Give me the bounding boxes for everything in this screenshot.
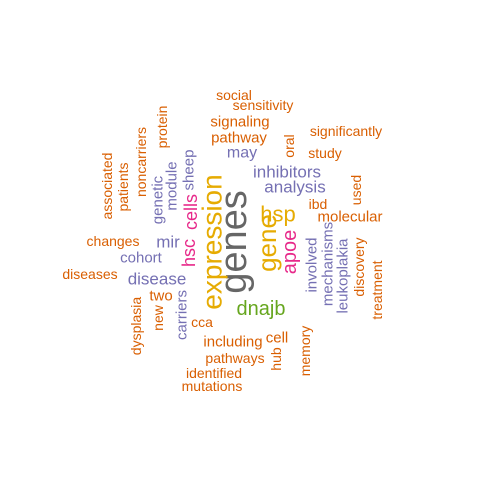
word-cells: cells [181,194,201,230]
word-hsp: hsp [260,202,295,227]
word-mutations: mutations [182,378,243,394]
word-genes: genes [213,190,255,294]
word-cell: cell [266,330,289,347]
word-pathways: pathways [205,350,264,366]
word-changes: changes [87,233,140,249]
word-leukoplakia: leukoplakia [335,238,352,314]
word-used: used [348,175,364,205]
word-may: may [227,145,257,162]
word-molecular: molecular [317,209,382,226]
word-cca: cca [191,314,213,330]
word-study: study [308,145,341,161]
word-significantly: significantly [310,123,382,139]
word-ibd: ibd [309,196,328,212]
word-gene: gene [252,214,282,272]
word-mechanisms: mechanisms [320,222,337,306]
word-carriers: carriers [174,290,191,340]
word-identified: identified [186,365,242,381]
word-pathway: pathway [211,130,267,147]
word-sensitivity: sensitivity [233,97,294,113]
word-expression: expression [197,174,228,309]
word-protein: protein [154,106,170,149]
word-including: including [203,334,262,351]
word-dnajb: dnajb [237,298,286,320]
word-apoe: apoe [279,230,301,275]
word-memory: memory [297,326,313,377]
word-social: social [216,87,252,103]
word-hub: hub [268,347,284,371]
word-associated: associated [99,153,115,220]
word-two: two [149,288,172,305]
word-new: new [150,304,166,331]
word-sheep: sheep [181,150,198,191]
word-hsc: hsc [179,239,199,267]
word-treatment: treatment [369,260,385,319]
word-signaling: signaling [210,114,269,131]
word-involved: involved [304,237,321,292]
word-dysplasia: dysplasia [128,297,144,356]
word-module: module [164,161,181,210]
word-discovery: discovery [351,237,367,296]
word-diseases: diseases [62,266,117,282]
word-cohort: cohort [120,250,163,267]
word-oral: oral [281,134,297,157]
word-genetic: genetic [150,175,167,224]
word-inhibitors: inhibitors [253,163,321,182]
word-disease: disease [128,270,187,289]
word-noncarriers: noncarriers [133,127,149,197]
word-mir: mir [156,233,180,252]
word-patients: patients [115,162,131,211]
word-analysis: analysis [264,178,325,197]
